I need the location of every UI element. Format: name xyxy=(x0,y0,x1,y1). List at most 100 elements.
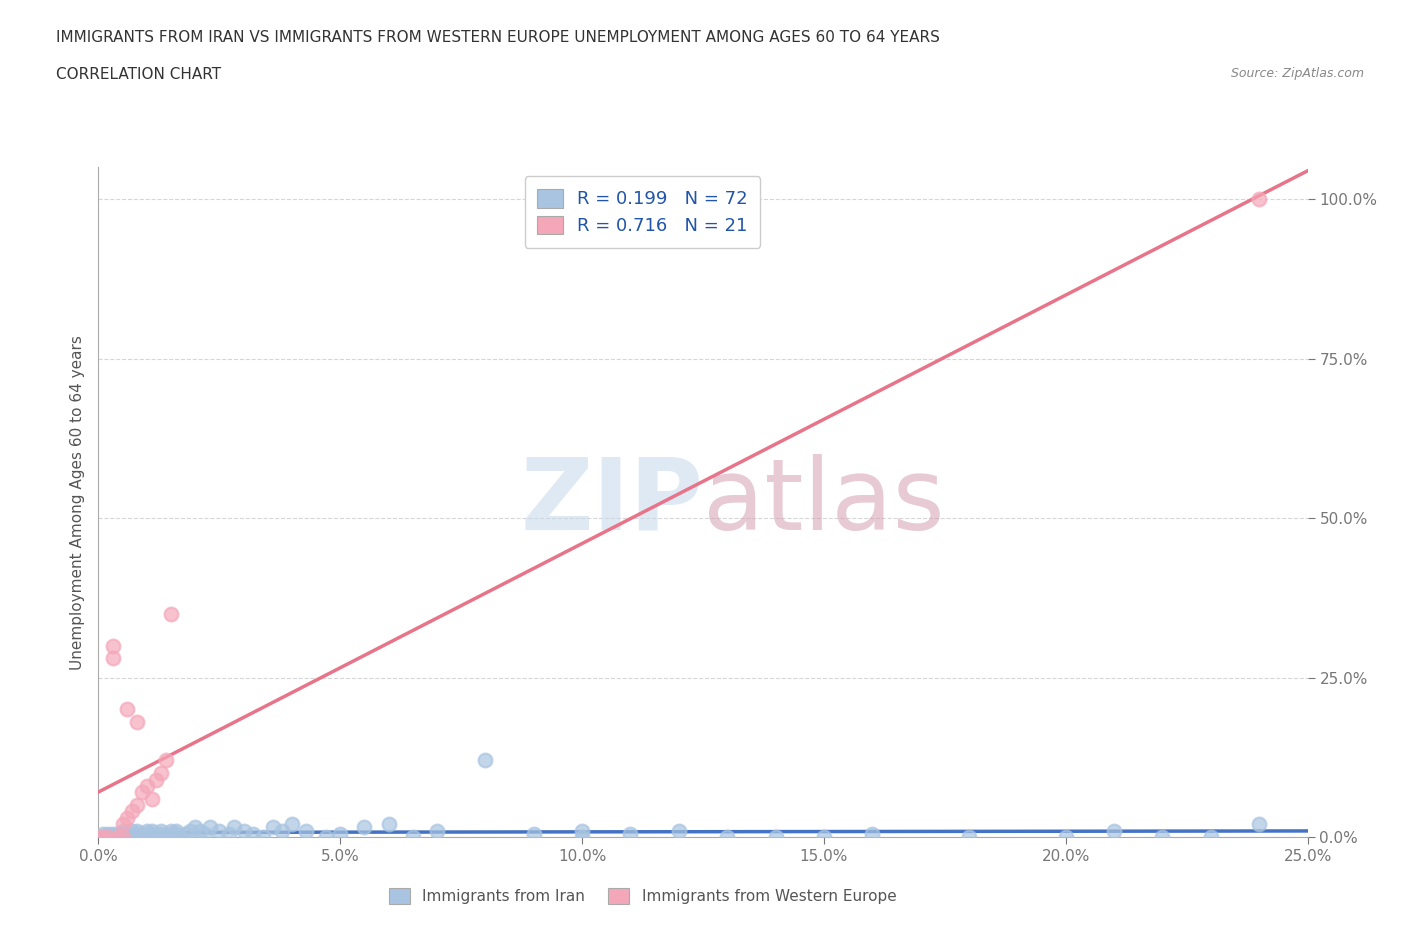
Point xyxy=(131,827,153,842)
Point xyxy=(160,823,183,838)
Point xyxy=(957,830,980,844)
Point xyxy=(101,830,124,844)
Point xyxy=(765,830,787,844)
Point xyxy=(716,830,738,844)
Point xyxy=(377,817,399,831)
Point xyxy=(150,823,173,838)
Point xyxy=(222,820,245,835)
Point xyxy=(160,606,183,621)
Point xyxy=(101,827,124,842)
Point xyxy=(87,830,110,844)
Point xyxy=(111,817,134,831)
Point xyxy=(402,830,425,844)
Point xyxy=(242,827,264,842)
Point xyxy=(127,823,149,838)
Point xyxy=(295,823,318,838)
Point xyxy=(160,827,183,842)
Point xyxy=(141,791,163,806)
Text: ZIP: ZIP xyxy=(520,454,703,551)
Point xyxy=(1199,830,1222,844)
Point xyxy=(101,651,124,666)
Point xyxy=(281,817,304,831)
Point xyxy=(127,798,149,813)
Point xyxy=(131,785,153,800)
Point xyxy=(315,830,337,844)
Point xyxy=(353,820,375,835)
Point xyxy=(169,830,191,844)
Point xyxy=(145,772,167,787)
Point xyxy=(426,823,449,838)
Point xyxy=(97,830,120,844)
Point xyxy=(155,830,177,844)
Point xyxy=(1054,830,1077,844)
Point xyxy=(571,823,593,838)
Legend: Immigrants from Iran, Immigrants from Western Europe: Immigrants from Iran, Immigrants from We… xyxy=(377,876,908,916)
Point xyxy=(131,830,153,844)
Point xyxy=(87,830,110,844)
Point xyxy=(121,823,143,838)
Point xyxy=(198,820,221,835)
Point xyxy=(150,765,173,780)
Point xyxy=(97,830,120,844)
Point xyxy=(1249,817,1271,831)
Point xyxy=(91,827,114,842)
Point xyxy=(111,823,134,838)
Text: atlas: atlas xyxy=(703,454,945,551)
Point xyxy=(271,823,294,838)
Point xyxy=(117,827,139,842)
Point xyxy=(107,830,129,844)
Point xyxy=(111,827,134,842)
Point xyxy=(232,823,254,838)
Point xyxy=(117,702,139,717)
Point xyxy=(135,778,157,793)
Point xyxy=(91,830,114,844)
Point xyxy=(117,810,139,825)
Point xyxy=(107,827,129,842)
Point xyxy=(860,827,883,842)
Point xyxy=(111,830,134,844)
Y-axis label: Unemployment Among Ages 60 to 64 years: Unemployment Among Ages 60 to 64 years xyxy=(69,335,84,670)
Point xyxy=(188,823,211,838)
Text: CORRELATION CHART: CORRELATION CHART xyxy=(56,67,221,82)
Point xyxy=(97,827,120,842)
Point xyxy=(252,830,274,844)
Point xyxy=(668,823,690,838)
Point xyxy=(145,827,167,842)
Point xyxy=(141,823,163,838)
Point xyxy=(329,827,352,842)
Point xyxy=(135,827,157,842)
Point xyxy=(150,827,173,842)
Point xyxy=(194,827,217,842)
Point xyxy=(619,827,641,842)
Point xyxy=(813,830,835,844)
Point xyxy=(135,823,157,838)
Point xyxy=(165,827,187,842)
Point xyxy=(165,823,187,838)
Point xyxy=(174,827,197,842)
Point xyxy=(141,827,163,842)
Point xyxy=(101,638,124,653)
Point xyxy=(262,820,284,835)
Point xyxy=(145,830,167,844)
Point xyxy=(218,827,240,842)
Point xyxy=(155,753,177,768)
Text: IMMIGRANTS FROM IRAN VS IMMIGRANTS FROM WESTERN EUROPE UNEMPLOYMENT AMONG AGES 6: IMMIGRANTS FROM IRAN VS IMMIGRANTS FROM … xyxy=(56,30,941,45)
Point xyxy=(1102,823,1125,838)
Point xyxy=(107,830,129,844)
Point xyxy=(184,820,207,835)
Point xyxy=(91,830,114,844)
Point xyxy=(117,830,139,844)
Point xyxy=(121,830,143,844)
Point xyxy=(179,823,201,838)
Point xyxy=(208,823,231,838)
Point xyxy=(111,830,134,844)
Point xyxy=(523,827,546,842)
Point xyxy=(121,804,143,819)
Point xyxy=(474,753,496,768)
Point xyxy=(127,715,149,730)
Point xyxy=(1249,192,1271,206)
Point xyxy=(571,830,593,844)
Point xyxy=(1152,830,1174,844)
Text: Source: ZipAtlas.com: Source: ZipAtlas.com xyxy=(1230,67,1364,80)
Point xyxy=(127,827,149,842)
